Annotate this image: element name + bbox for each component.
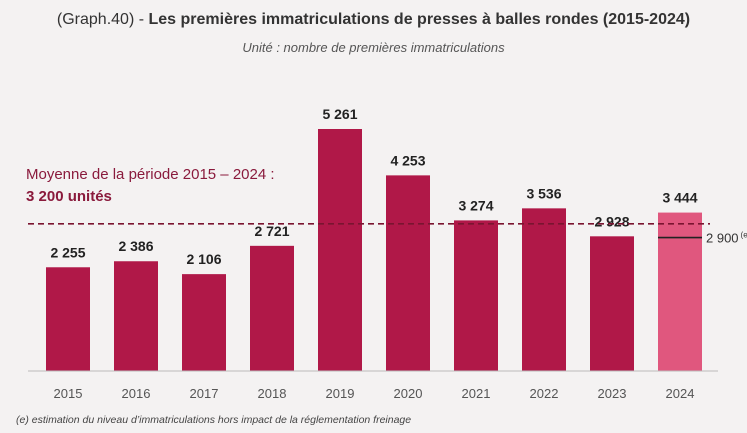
bar-2021: [454, 220, 498, 371]
bar-value-label: 3 274: [458, 197, 493, 213]
chart-subtitle: Unité : nombre de premières immatriculat…: [242, 40, 505, 55]
title-separator: -: [134, 11, 149, 28]
graph-reference: (Graph.40): [56, 11, 135, 28]
estimate-superscript: (e): [741, 231, 747, 240]
x-tick-label: 2016: [122, 386, 151, 401]
bar-2022: [522, 208, 566, 371]
bar-2016: [114, 261, 158, 371]
bar-value-label: 2 386: [118, 238, 153, 254]
chart-title: (Graph.40) - Les premières immatriculati…: [0, 11, 747, 29]
bar-2024: [658, 212, 702, 371]
bar-2020: [386, 175, 430, 371]
x-tick-label: 2018: [258, 386, 287, 401]
x-tick-label: 2019: [326, 386, 355, 401]
title-text: Les premières immatriculations de presse…: [148, 11, 691, 28]
x-tick-label: 2022: [530, 386, 559, 401]
bar-value-label: 2 255: [50, 244, 85, 260]
bar-2018: [250, 245, 294, 371]
x-tick-label: 2024: [666, 386, 695, 401]
x-tick-label: 2015: [54, 386, 83, 401]
bar-value-label: 5 261: [322, 106, 357, 122]
bar-value-label: 4 253: [390, 152, 425, 168]
average-annotation: Moyenne de la période 2015 – 2024 : 3 20…: [26, 164, 275, 208]
bar-2019: [318, 129, 362, 371]
average-value: 3 200 unités: [26, 188, 112, 205]
x-tick-label: 2021: [462, 386, 491, 401]
estimate-label: 2 900(e): [706, 231, 747, 246]
bar-2017: [182, 274, 226, 371]
bar-value-label: 2 721: [254, 223, 289, 239]
x-tick-label: 2023: [598, 386, 627, 401]
bar-value-label: 2 106: [186, 251, 221, 267]
average-label: Moyenne de la période 2015 – 2024 :: [26, 166, 275, 183]
bar-2023: [590, 236, 634, 371]
bar-value-label: 3 536: [526, 185, 561, 201]
x-tick-label: 2020: [394, 386, 423, 401]
x-tick-label: 2017: [190, 386, 219, 401]
footnote: (e) estimation du niveau d’immatriculati…: [16, 414, 412, 426]
bar-value-label: 2 928: [594, 213, 629, 229]
bar-value-label: 3 444: [662, 190, 697, 206]
bar-2015: [46, 267, 90, 371]
